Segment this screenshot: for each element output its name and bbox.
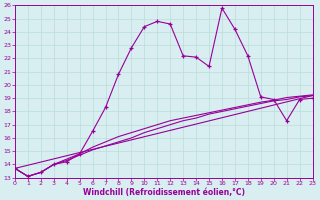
X-axis label: Windchill (Refroidissement éolien,°C): Windchill (Refroidissement éolien,°C): [83, 188, 245, 197]
